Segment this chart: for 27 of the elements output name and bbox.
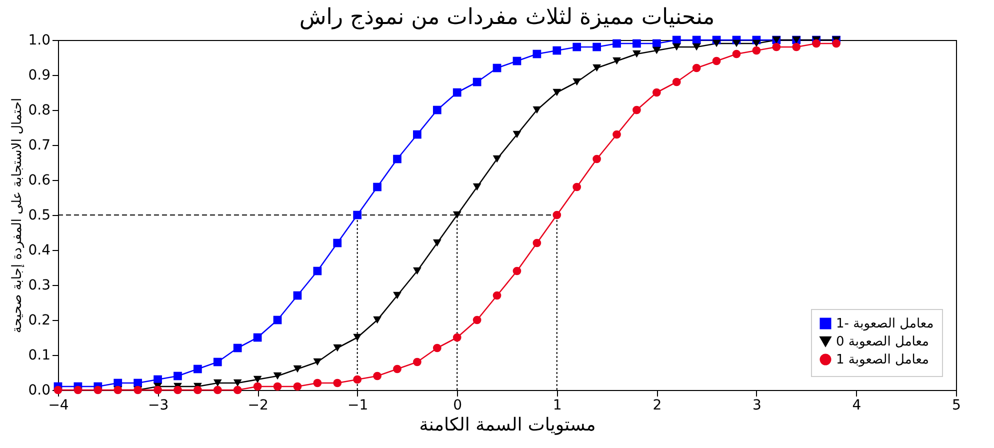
y-tick-label: 0.9 xyxy=(28,68,50,84)
x-tick-label: 5 xyxy=(952,398,961,414)
x-tick-label: −2 xyxy=(248,398,268,414)
legend-label: معامل الصعوبة 1 xyxy=(836,352,929,368)
x-tick-label: 3 xyxy=(752,398,762,414)
y-tick-label: 0.2 xyxy=(28,312,50,328)
y-tick-label: 0.3 xyxy=(28,278,50,294)
y-tick-label: 0.7 xyxy=(28,138,50,154)
y-tick-label: 0.4 xyxy=(28,242,51,258)
y-tick-label: 0.1 xyxy=(28,348,50,364)
y-tick-label: 0.5 xyxy=(28,208,50,224)
y-tick-label: 0.6 xyxy=(28,172,51,188)
legend-label: معامل الصعوبة -1 xyxy=(836,316,934,332)
y-tick-label: 0.0 xyxy=(28,382,50,398)
x-tick-label: 4 xyxy=(852,398,862,414)
chart-title: منحنيات مميزة لثلاث مفردات من نموذج راش xyxy=(299,5,715,30)
x-tick-label: 0 xyxy=(453,398,462,414)
x-axis-title: مستويات السمة الكامنة xyxy=(419,414,596,436)
y-tick-label: 0.8 xyxy=(28,102,50,118)
y-tick-label: 1.0 xyxy=(28,32,50,48)
x-tick-label: 1 xyxy=(552,398,562,414)
x-tick-label: −4 xyxy=(48,398,69,414)
legend-label: معامل الصعوبة 0 xyxy=(836,334,929,350)
x-tick-label: 2 xyxy=(652,398,662,414)
y-axis-title: احتمال الاستجابة على المفردة إجابة صحيحة xyxy=(10,98,26,334)
x-tick-label: −1 xyxy=(348,398,368,414)
x-tick-label: −3 xyxy=(148,398,169,414)
